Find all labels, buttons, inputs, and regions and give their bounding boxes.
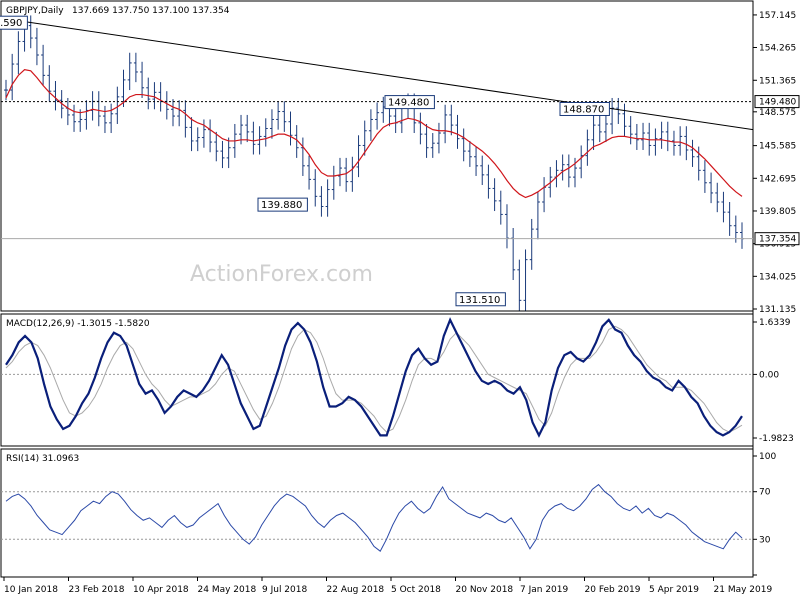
rsi-y-tick-label: 30 [759,535,771,545]
x-axis-tick-label: 7 Jan 2019 [520,585,568,595]
x-axis-tick-label: 10 Apr 2018 [133,585,189,595]
macd-panel [1,317,753,438]
level-annotation-label: 156.590 [0,18,22,29]
resistance-level-badge [754,95,800,109]
macd-y-tick-label: 1.6339 [759,318,791,328]
x-axis-tick-label: 10 Jan 2018 [4,585,58,595]
level-annotation-box [0,15,28,30]
price-y-tick-label: 134.025 [759,272,796,282]
level-annotation-box [455,292,506,307]
level-annotation-label: 149.480 [388,98,429,109]
level-annotation-label: 131.510 [459,295,500,306]
price-y-tick-label: 139.805 [759,207,796,217]
macd-signal-line [5,325,743,433]
macd-line [5,317,743,438]
rsi-y-tick-label: 100 [759,452,776,462]
x-axis-tick-label: 20 Nov 2018 [456,585,514,595]
watermark: ActionForex.com [190,262,373,287]
price-y-tick-label: 154.265 [759,43,796,53]
x-axis-tick-label: 22 Aug 2018 [327,585,385,595]
rsi-y-tick-label: 70 [759,488,771,498]
price-y-tick-label: 131.135 [759,305,796,315]
macd-y-tick-label: -1.9823 [759,434,794,444]
price-y-tick-label: 142.695 [759,174,796,184]
rsi-panel [1,483,753,552]
price-y-tick-label: 151.365 [759,76,796,86]
price-y-tick-label: 145.585 [759,142,796,152]
x-axis-tick-label: 5 Apr 2019 [649,585,699,595]
level-annotation-label: 148.870 [563,104,604,115]
price-panel-title: GBPJPY,Daily [6,6,64,16]
x-axis-tick-label: 23 Feb 2018 [69,585,125,595]
macd-y-tick-label: 0.00 [759,370,779,380]
resistance-level-badge-label: 149.480 [759,98,796,108]
last-price-badge-label: 137.354 [759,235,796,245]
price-y-tick-label: 157.145 [759,11,796,21]
x-axis-tick-label: 24 May 2018 [198,585,257,595]
x-axis-tick-label: 20 Feb 2019 [585,585,641,595]
level-annotation-box [257,197,308,212]
rsi-line [5,483,743,552]
axes: 157.145 154.265 151.365 148.575 145.585 142.6… [3,11,800,595]
x-axis-tick-label: 5 Oct 2018 [391,585,441,595]
moving-average-line [5,69,743,199]
price-panel: 156.590 149.480 148.870 139.880 131.510 [0,15,754,311]
level-annotation-box [559,101,610,116]
level-annotation-label: 139.880 [261,200,302,211]
x-axis-tick-label: 9 Jul 2018 [262,585,307,595]
price-ohlc-header: 137.669 137.750 137.100 137.354 [72,6,230,16]
rsi-panel-title: RSI(14) 31.0963 [6,454,79,464]
trendline [5,18,754,131]
level-annotation-box [384,95,435,110]
price-y-tick-label: 148.575 [759,108,796,118]
macd-panel-title: MACD(12,26,9) -1.3015 -1.5820 [6,319,150,329]
last-price-badge [754,232,800,246]
panel-frames [0,0,754,578]
x-axis-tick-label: 21 May 2019 [714,585,773,595]
